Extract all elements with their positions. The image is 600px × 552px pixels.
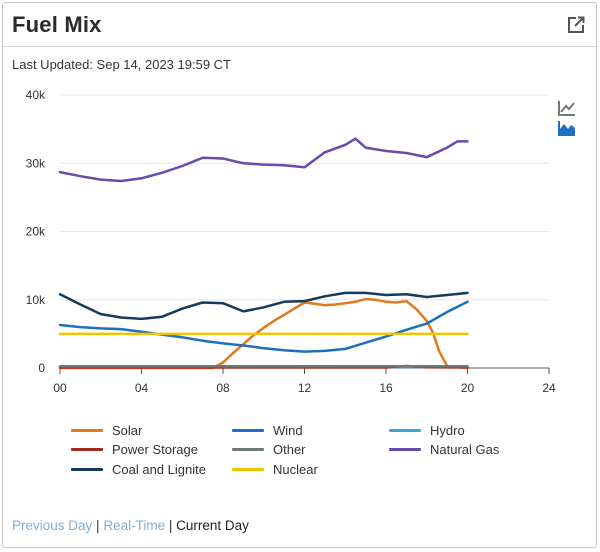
previous-day-link[interactable]: Previous Day: [12, 518, 93, 533]
legend-item[interactable]: Natural Gas: [389, 441, 499, 459]
day-selector: Previous Day | Real-Time | Current Day: [12, 518, 249, 533]
legend-label: Hydro: [430, 422, 465, 438]
legend-swatch: [389, 448, 421, 451]
legend-label: Nuclear: [273, 461, 318, 477]
y-tick-label: 30k: [26, 156, 46, 170]
x-tick-label: 16: [379, 381, 393, 395]
legend-item[interactable]: Hydro: [389, 421, 465, 439]
card-header: Fuel Mix: [3, 3, 596, 47]
series-line-coal-and-lignite: [58, 291, 469, 321]
x-tick-label: 00: [53, 381, 67, 395]
legend-item[interactable]: Power Storage: [71, 441, 198, 459]
series-line-natural-gas: [58, 137, 469, 183]
current-day-label: Current Day: [176, 518, 249, 533]
line-chart-icon[interactable]: [558, 100, 576, 116]
x-tick-label: 04: [135, 381, 149, 395]
legend-item[interactable]: Solar: [71, 421, 142, 439]
y-tick-label: 20k: [26, 225, 46, 239]
separator: |: [92, 518, 104, 533]
legend-item[interactable]: Coal and Lignite: [71, 460, 206, 478]
fuel-mix-chart: 0 10k 20k 30k 40k 00 04 08 12 16 20 24: [26, 88, 556, 395]
legend-label: Coal and Lignite: [112, 461, 206, 477]
series-line-wind: [58, 300, 469, 353]
x-tick-label: 12: [298, 381, 312, 395]
legend-swatch: [71, 467, 103, 471]
legend-swatch: [232, 467, 264, 471]
legend-swatch: [389, 428, 421, 432]
series-line-solar: [58, 297, 469, 370]
legend-item[interactable]: Other: [232, 441, 306, 459]
legend-label: Power Storage: [112, 442, 198, 457]
external-link-icon[interactable]: [567, 16, 585, 34]
legend-label: Natural Gas: [430, 442, 500, 457]
legend-swatch: [232, 448, 264, 451]
legend-label: Wind: [273, 422, 303, 438]
y-tick-label: 0: [38, 361, 45, 375]
legend-swatch: [232, 428, 264, 432]
x-tick-label: 08: [216, 381, 230, 395]
real-time-link[interactable]: Real-Time: [103, 518, 166, 533]
last-updated: Last Updated: Sep 14, 2023 19:59 CT: [12, 57, 231, 72]
legend-swatch: [71, 448, 103, 451]
legend-item[interactable]: Wind: [232, 421, 303, 439]
legend-item[interactable]: Nuclear: [232, 460, 318, 478]
separator: |: [165, 518, 177, 533]
x-tick-label: 24: [542, 381, 556, 395]
area-chart-icon[interactable]: [558, 120, 576, 136]
legend-label: Other: [273, 442, 306, 457]
legend-label: Solar: [112, 422, 143, 438]
legend-swatch: [71, 428, 103, 432]
y-tick-label: 10k: [26, 293, 46, 307]
x-tick-label: 20: [461, 381, 475, 395]
y-tick-label: 40k: [26, 88, 46, 102]
card-title: Fuel Mix: [12, 12, 102, 37]
